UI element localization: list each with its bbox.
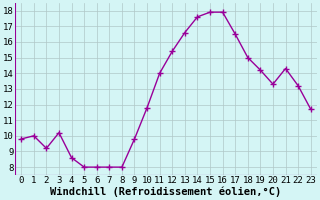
X-axis label: Windchill (Refroidissement éolien,°C): Windchill (Refroidissement éolien,°C) [50,187,282,197]
